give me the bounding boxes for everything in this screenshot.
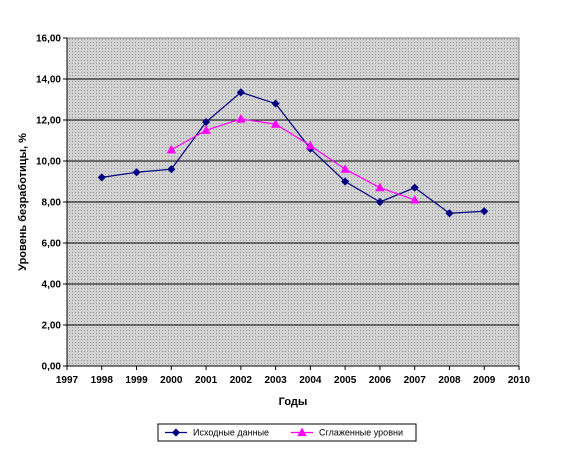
x-tick-label: 1998 <box>91 375 114 386</box>
data-point <box>445 209 454 218</box>
data-point <box>341 177 350 186</box>
data-point <box>167 165 176 174</box>
y-tick-label: 6,00 <box>42 239 62 250</box>
data-point <box>375 182 385 192</box>
data-point <box>305 140 316 150</box>
series-2 <box>166 114 420 204</box>
legend-label: Сглаженные уровни <box>319 428 403 438</box>
data-point <box>236 88 245 97</box>
legend-swatch-marker <box>297 427 307 437</box>
legend-item-1: Исходные данные <box>165 428 269 438</box>
x-tick-label: 1999 <box>125 375 148 386</box>
series-1 <box>97 88 489 218</box>
series-line <box>171 118 415 201</box>
x-axis-title: Годы <box>279 396 308 408</box>
data-point <box>375 197 384 207</box>
data-point <box>270 119 281 128</box>
legend-swatch-marker <box>171 428 181 437</box>
data-point <box>97 173 106 182</box>
y-tick-label: 8,00 <box>42 198 62 209</box>
data-point <box>271 99 280 108</box>
data-point <box>132 168 141 177</box>
x-tick-label: 1997 <box>56 375 79 386</box>
data-point <box>201 125 211 134</box>
x-tick-label: 2007 <box>404 375 427 386</box>
y-tick-label: 10,00 <box>36 157 61 168</box>
legend: Исходные данные Сглаженные уровни <box>157 423 417 442</box>
x-tick-label: 2008 <box>438 375 461 386</box>
x-tick-label: 2003 <box>264 375 287 386</box>
legend-box <box>157 423 417 442</box>
x-tick-label: 2002 <box>230 375 253 386</box>
data-point <box>410 183 419 192</box>
data-point <box>410 195 420 204</box>
y-tick-label: 2,00 <box>42 321 62 332</box>
x-tick-label: 2005 <box>334 375 357 386</box>
data-point <box>480 207 489 216</box>
x-tick-label: 2000 <box>160 375 183 386</box>
x-tick-label: 2006 <box>369 375 392 386</box>
y-tick-label: 0,00 <box>42 362 62 373</box>
y-tick-label: 12,00 <box>36 116 61 127</box>
x-tick-label: 2010 <box>508 375 531 386</box>
y-tick-label: 14,00 <box>36 75 61 86</box>
series-line <box>101 91 485 214</box>
y-tick-label: 16,00 <box>36 34 61 45</box>
x-tick-label: 2001 <box>195 375 218 386</box>
x-tick-label: 2004 <box>299 375 322 386</box>
y-tick-label: 4,00 <box>42 280 62 291</box>
x-tick-label: 2009 <box>473 375 496 386</box>
y-axis-title: Уровень безработицы, % <box>17 133 29 271</box>
data-point <box>236 114 246 123</box>
data-point <box>340 164 350 173</box>
data-point <box>166 144 176 154</box>
legend-item-2: Сглаженные уровни <box>291 428 403 438</box>
legend-label: Исходные данные <box>193 428 269 438</box>
